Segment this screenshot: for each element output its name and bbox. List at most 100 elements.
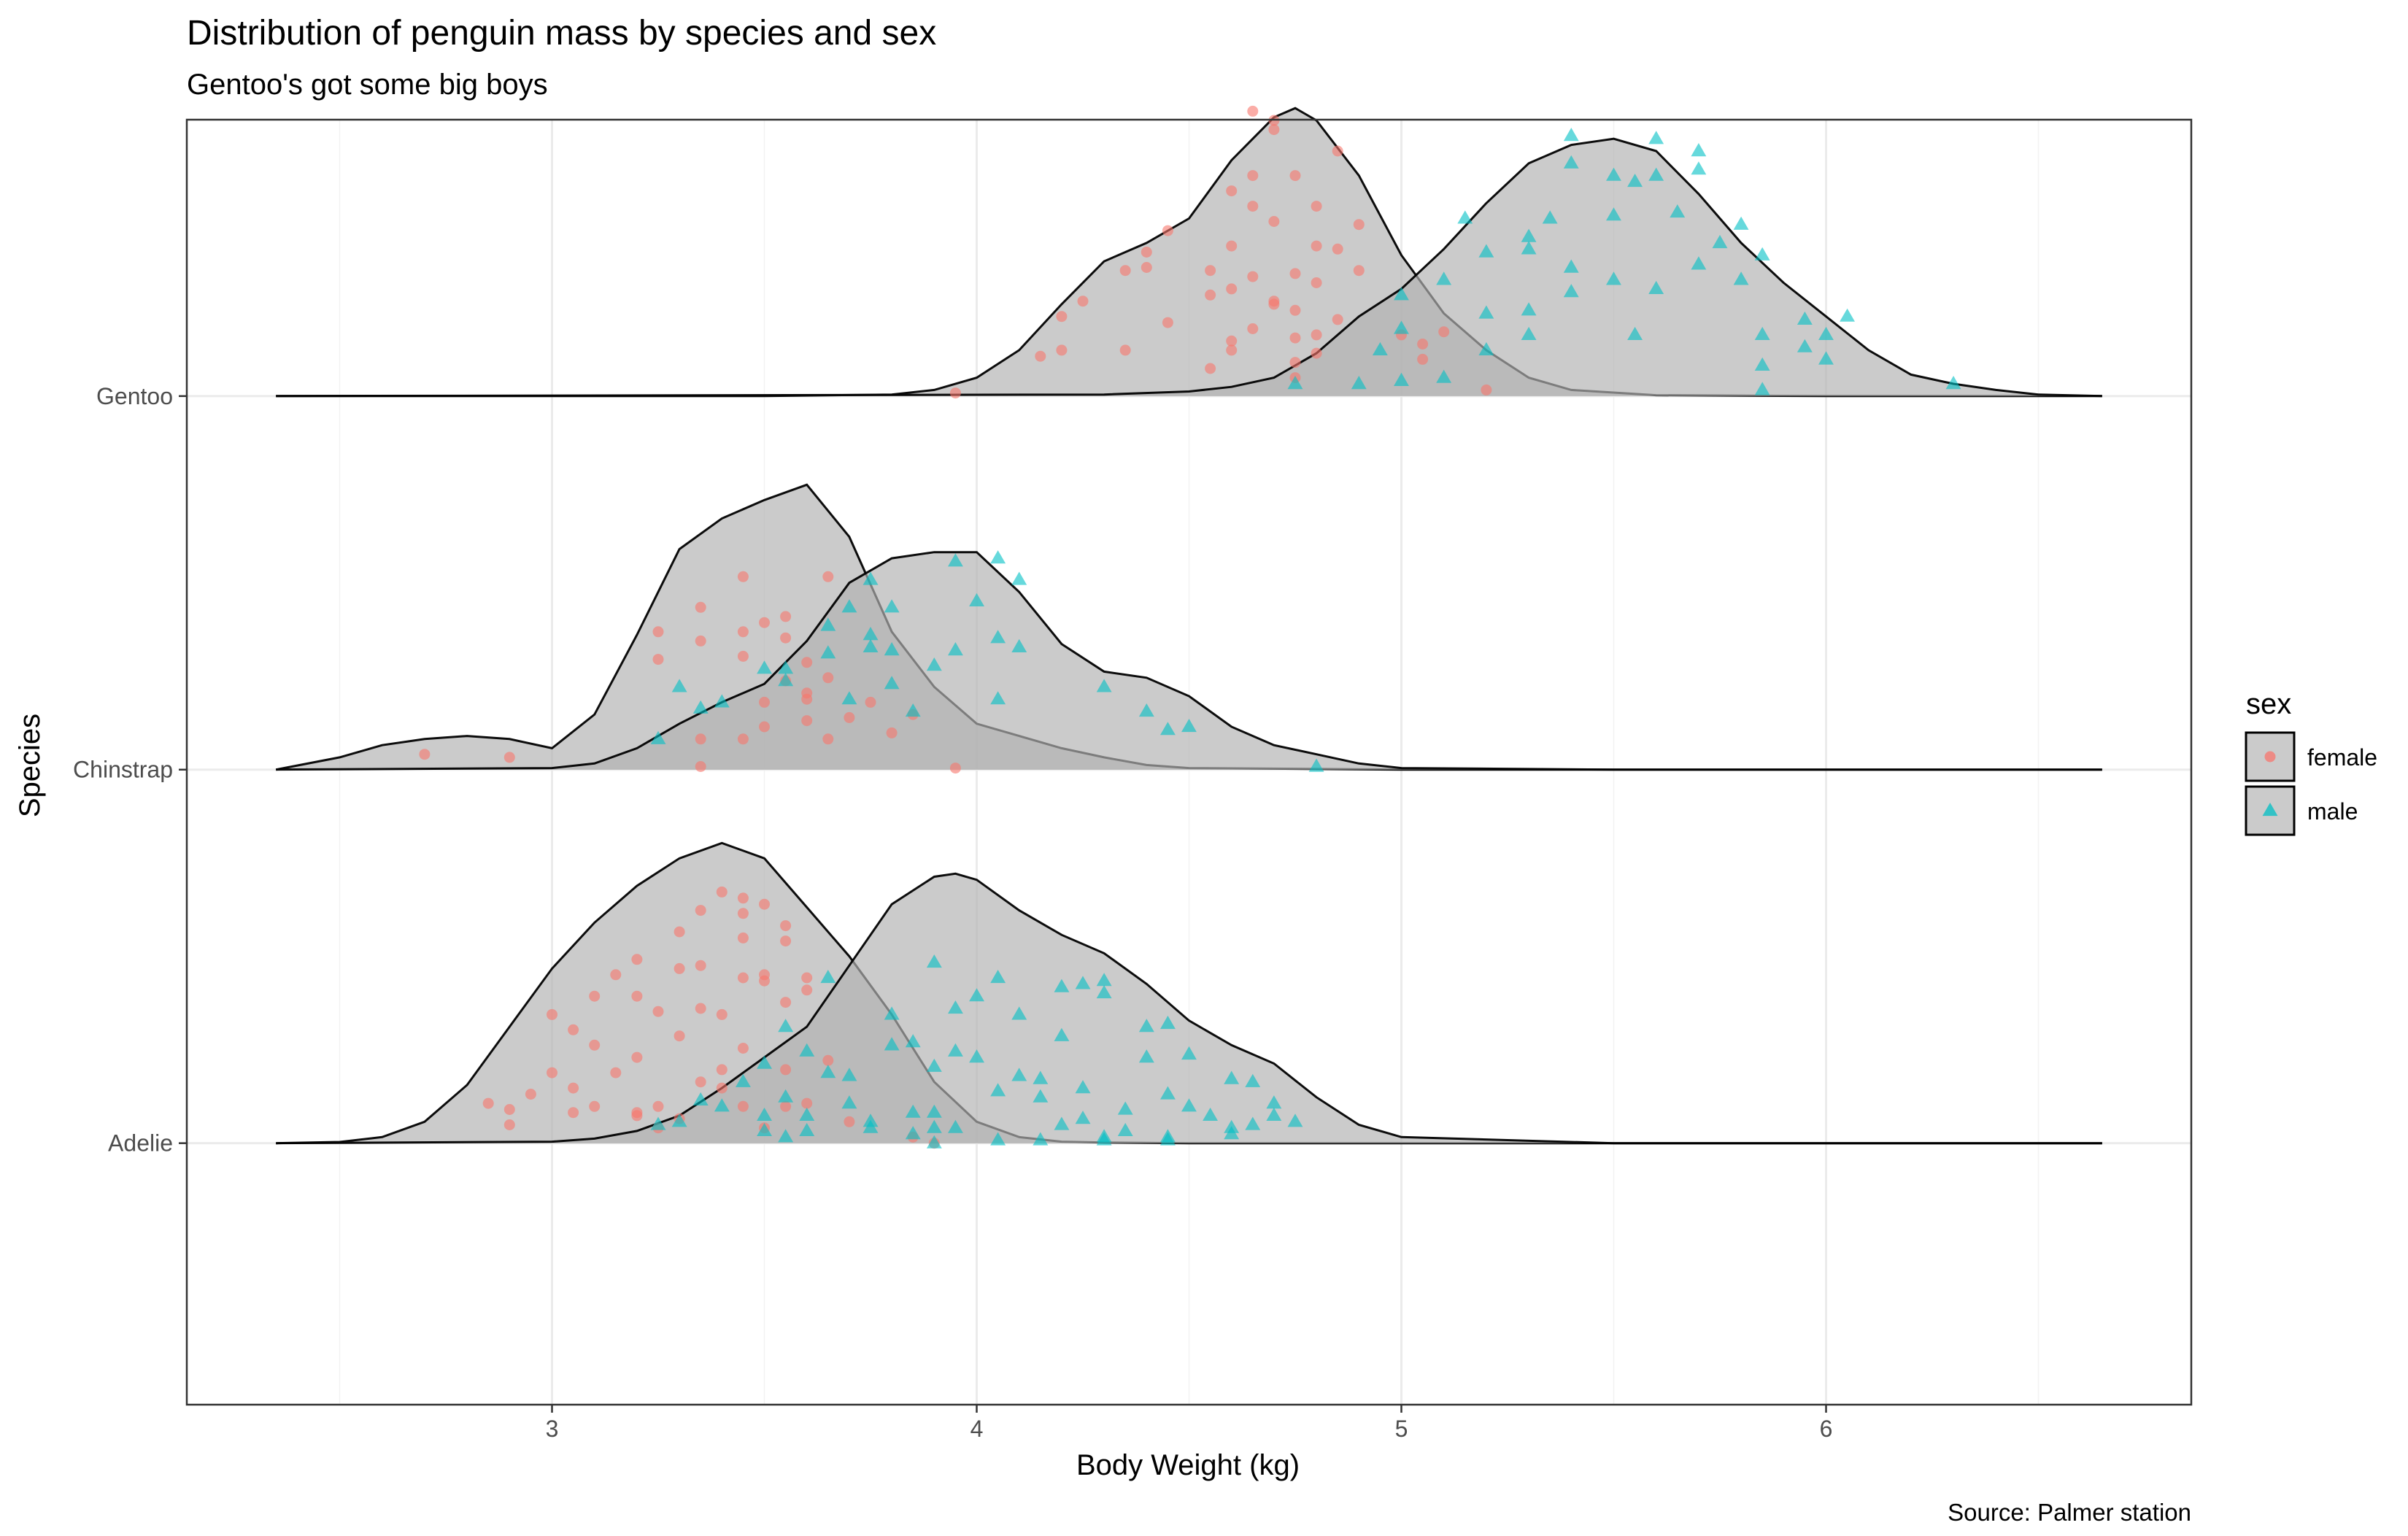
point-chinstrap-male [757,660,772,674]
point-adelie-female [568,1107,579,1119]
point-adelie-male [778,1019,794,1033]
point-gentoo-female [1205,289,1216,301]
point-adelie-male [1266,1107,1282,1121]
point-gentoo-male [1691,143,1707,157]
point-adelie-male [1096,973,1112,987]
point-adelie-male [757,1122,772,1136]
point-gentoo-female [1247,170,1259,182]
point-adelie-male [1033,1070,1049,1084]
point-gentoo-female [1205,363,1216,374]
point-adelie-female [737,932,749,943]
point-gentoo-male [1436,369,1452,383]
point-gentoo-male [1818,326,1834,340]
point-gentoo-female [1268,216,1280,227]
point-adelie-female [525,1089,536,1100]
point-adelie-female [695,1003,706,1014]
point-adelie-female [589,990,601,1002]
point-gentoo-female [1141,247,1152,258]
point-chinstrap-male [905,703,921,717]
point-gentoo-female [1247,271,1259,282]
point-adelie-female [780,1100,792,1112]
point-gentoo-female [1119,265,1131,277]
point-chinstrap-female [737,650,749,662]
point-adelie-male [1075,1080,1091,1094]
point-chinstrap-female [737,571,749,582]
point-gentoo-male [1521,241,1537,255]
point-adelie-female [695,960,706,971]
point-adelie-female [674,962,685,974]
point-gentoo-male [1394,372,1409,386]
point-gentoo-male [1754,326,1770,340]
legend-label-male: male [2307,798,2358,825]
point-adelie-female [759,975,770,987]
point-chinstrap-female [759,617,770,628]
point-adelie-male [1245,1116,1261,1130]
point-adelie-female [737,892,749,904]
point-adelie-female [844,1116,855,1127]
point-adelie-male [884,1006,900,1020]
point-gentoo-female [1247,201,1259,212]
point-adelie-male [799,1107,815,1121]
point-gentoo-female [1417,339,1429,350]
point-gentoo-female [1311,277,1322,288]
point-gentoo-male [1478,244,1494,258]
legend-label-female: female [2307,744,2377,771]
y-tick-label: Gentoo [96,383,173,409]
point-gentoo-female [1226,335,1238,347]
point-adelie-male [990,1083,1006,1097]
point-gentoo-male [1478,305,1494,319]
point-gentoo-female [1311,240,1322,252]
point-gentoo-male [1521,302,1537,316]
point-adelie-male [1117,1122,1133,1136]
point-gentoo-female [1119,344,1131,356]
point-adelie-male [1075,976,1091,989]
point-gentoo-female [1205,265,1216,277]
point-chinstrap-female [695,635,706,647]
point-chinstrap-male [990,691,1006,705]
point-gentoo-female [1056,311,1068,323]
point-gentoo-male [1733,216,1749,230]
point-gentoo-male [1691,161,1707,175]
point-gentoo-male [1478,341,1494,355]
point-gentoo-male [1563,284,1579,298]
point-gentoo-male [1754,247,1770,260]
density-area-chinstrap-male [276,552,2102,770]
point-chinstrap-female [759,696,770,708]
point-adelie-female [759,898,770,910]
point-adelie-male [841,1095,857,1109]
point-adelie-female [695,905,706,916]
point-adelie-female [547,1008,557,1020]
point-adelie-male [884,1037,900,1051]
point-chinstrap-female [949,763,961,774]
point-chinstrap-male [1096,679,1112,692]
point-adelie-male [778,1089,794,1103]
point-chinstrap-male [841,599,857,613]
point-adelie-male [1224,1126,1240,1140]
point-adelie-male [905,1104,921,1118]
point-adelie-male [905,1126,921,1140]
point-gentoo-female [1332,314,1343,325]
point-gentoo-male [1818,351,1834,365]
point-gentoo-male [1648,131,1664,144]
density-area-adelie-male [276,873,2102,1143]
legend-entries: female male [2245,731,2377,836]
point-gentoo-male [1372,341,1388,355]
point-chinstrap-female [844,711,855,723]
density-area-gentoo-female [276,108,2102,396]
point-gentoo-female [1353,219,1365,231]
point-adelie-female [503,1119,515,1130]
point-chinstrap-male [863,571,879,585]
point-chinstrap-male [692,700,709,714]
point-gentoo-male [1563,259,1579,273]
panel-border-rect [185,118,2193,1406]
point-chinstrap-male [1160,722,1176,736]
point-gentoo-female [1247,105,1259,117]
point-adelie-female [568,1024,579,1035]
x-tick-label: 4 [970,1416,984,1442]
point-gentoo-female [1353,265,1365,277]
point-adelie-male [969,988,984,1002]
point-adelie-male [714,1098,730,1112]
point-gentoo-male [1945,376,1961,390]
